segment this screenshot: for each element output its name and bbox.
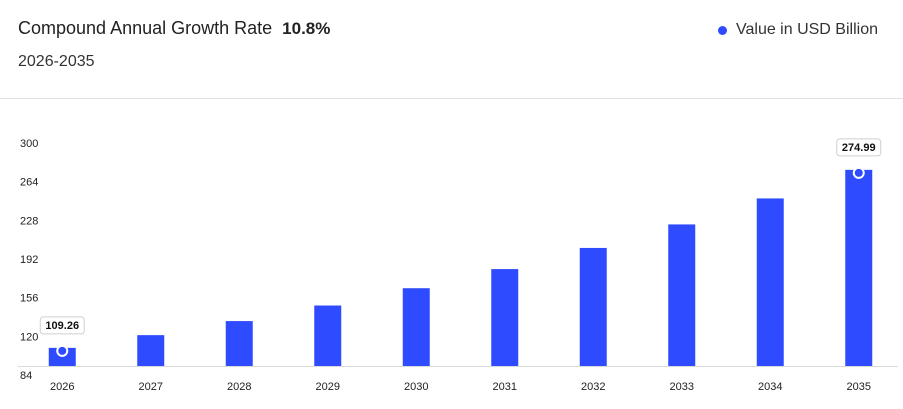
legend[interactable]: Value in USD Billion xyxy=(718,21,878,39)
y-tick-label: 264 xyxy=(20,177,38,189)
x-tick-label: 2029 xyxy=(316,381,340,393)
data-label-box xyxy=(39,316,85,335)
x-tick-label: 2033 xyxy=(670,381,694,393)
bar[interactable] xyxy=(491,269,519,366)
legend-dot-icon xyxy=(718,25,727,35)
bar[interactable] xyxy=(579,247,607,366)
x-tick-label: 2032 xyxy=(581,381,605,393)
data-label: 274.99 xyxy=(842,142,876,154)
chart-header: Compound Annual Growth Rate 10.8% xyxy=(18,18,330,39)
legend-label: Value in USD Billion xyxy=(736,21,878,38)
x-tick-label: 2031 xyxy=(493,381,517,393)
bar[interactable] xyxy=(668,224,696,366)
title-row: Compound Annual Growth Rate 10.8% xyxy=(18,18,330,39)
y-tick-label: 156 xyxy=(20,293,38,305)
bar[interactable] xyxy=(756,198,784,366)
bar[interactable] xyxy=(845,169,873,366)
data-point-marker[interactable] xyxy=(852,166,865,179)
x-tick-label: 2027 xyxy=(139,381,163,393)
chart-title: Compound Annual Growth Rate xyxy=(18,18,273,38)
y-tick-label: 300 xyxy=(20,138,38,150)
bar[interactable] xyxy=(137,335,165,366)
y-tick-label: 84 xyxy=(20,370,32,382)
bar[interactable] xyxy=(48,347,76,366)
bar[interactable] xyxy=(402,288,430,366)
cagr-value: 10.8% xyxy=(282,19,331,38)
header-divider xyxy=(0,98,903,99)
data-point-marker[interactable] xyxy=(56,344,69,357)
data-label: 109.26 xyxy=(45,320,79,332)
period-subtitle: 2026-2035 xyxy=(18,53,95,70)
x-tick-label: 2026 xyxy=(50,381,74,393)
y-tick-label: 120 xyxy=(20,331,38,343)
x-tick-label: 2034 xyxy=(758,381,782,393)
data-label-box xyxy=(836,138,882,157)
bar[interactable] xyxy=(225,321,253,366)
y-tick-label: 192 xyxy=(20,254,38,266)
y-tick-label: 228 xyxy=(20,215,38,227)
bar[interactable] xyxy=(314,305,342,366)
x-tick-label: 2028 xyxy=(227,381,251,393)
x-tick-label: 2035 xyxy=(847,381,871,393)
x-tick-label: 2030 xyxy=(404,381,428,393)
